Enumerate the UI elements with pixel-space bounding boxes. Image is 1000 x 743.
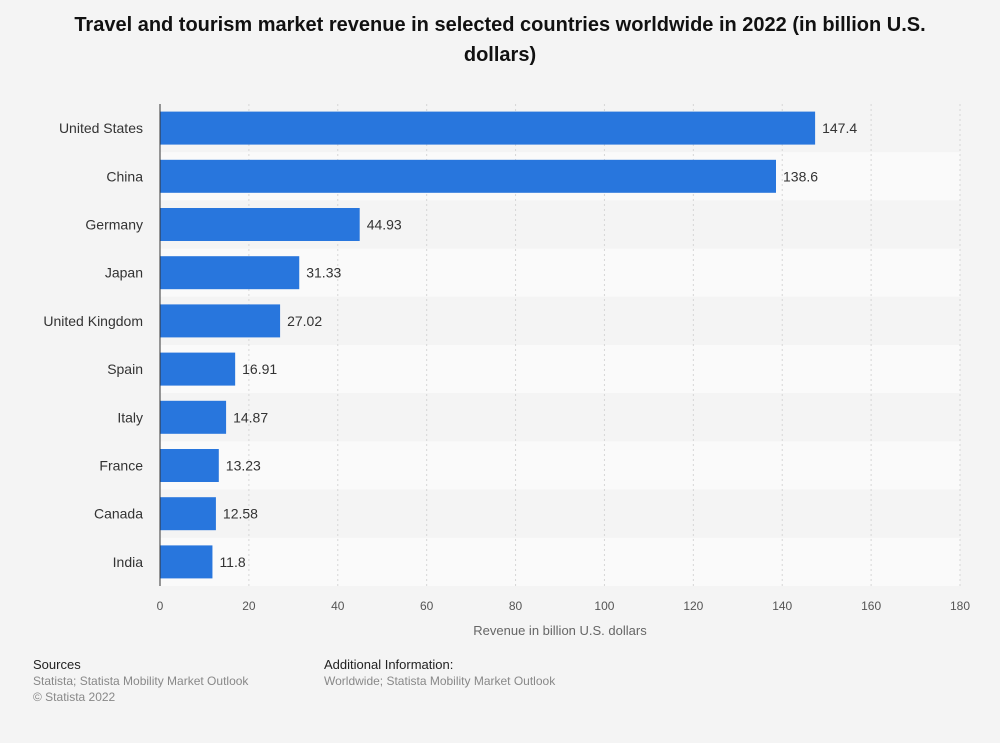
x-tick-label: 180 [950,599,970,613]
row-band [160,345,960,394]
category-label: Japan [105,265,143,281]
data-label: 147.4 [822,120,857,136]
data-label: 14.87 [233,409,268,425]
data-label: 44.93 [367,217,402,233]
category-label: Spain [107,361,143,377]
data-label: 27.02 [287,313,322,329]
x-tick-label: 40 [331,599,345,613]
x-tick-label: 60 [420,599,434,613]
x-tick-label: 20 [242,599,256,613]
bar[interactable] [160,256,300,290]
bar[interactable] [160,545,213,579]
category-label: Italy [117,409,143,425]
bar[interactable] [160,208,360,241]
row-band [160,489,960,538]
bar[interactable] [160,449,219,482]
additional-info-block: Additional Information: Worldwide; Stati… [324,657,555,689]
data-label: 12.58 [223,506,258,522]
category-label: India [113,554,144,570]
row-band [160,537,960,586]
copyright-text: © Statista 2022 [33,690,116,704]
data-label: 13.23 [226,458,261,474]
bar[interactable] [160,304,281,338]
x-tick-label: 140 [772,599,792,613]
row-band [160,296,960,345]
data-label: 31.33 [306,265,341,281]
data-label: 138.6 [783,168,818,184]
category-label: Germany [85,217,143,233]
chart-title: Travel and tourism market revenue in sel… [74,14,926,66]
bar[interactable] [160,111,816,145]
category-label: France [99,458,143,474]
category-label: United States [59,120,143,136]
data-label: 11.8 [219,554,245,570]
bar[interactable] [160,352,236,386]
category-label: China [106,168,143,184]
x-tick-label: 120 [683,599,703,613]
additional-info-title: Additional Information: [324,657,454,672]
sources-block: Sources Statista; Statista Mobility Mark… [33,657,248,705]
category-label: Canada [94,506,143,522]
bar[interactable] [160,497,216,531]
row-band [160,393,960,442]
x-tick-label: 160 [861,599,881,613]
row-band [160,441,960,490]
category-label: United Kingdom [43,313,143,329]
x-tick-label: 80 [509,599,523,613]
additional-info-text: Worldwide; Statista Mobility Market Outl… [324,674,556,688]
bar-chart: United States China Germany Japan United Kin… [43,104,970,638]
sources-title: Sources [33,657,81,672]
x-tick-label: 100 [594,599,614,613]
x-axis-title: Revenue in billion U.S. dollars [473,623,647,638]
bar[interactable] [160,400,227,434]
x-tick-label: 0 [157,599,164,613]
bar[interactable] [160,159,776,193]
sources-text: Statista; Statista Mobility Market Outlo… [33,674,249,688]
data-label: 16.91 [242,361,277,377]
